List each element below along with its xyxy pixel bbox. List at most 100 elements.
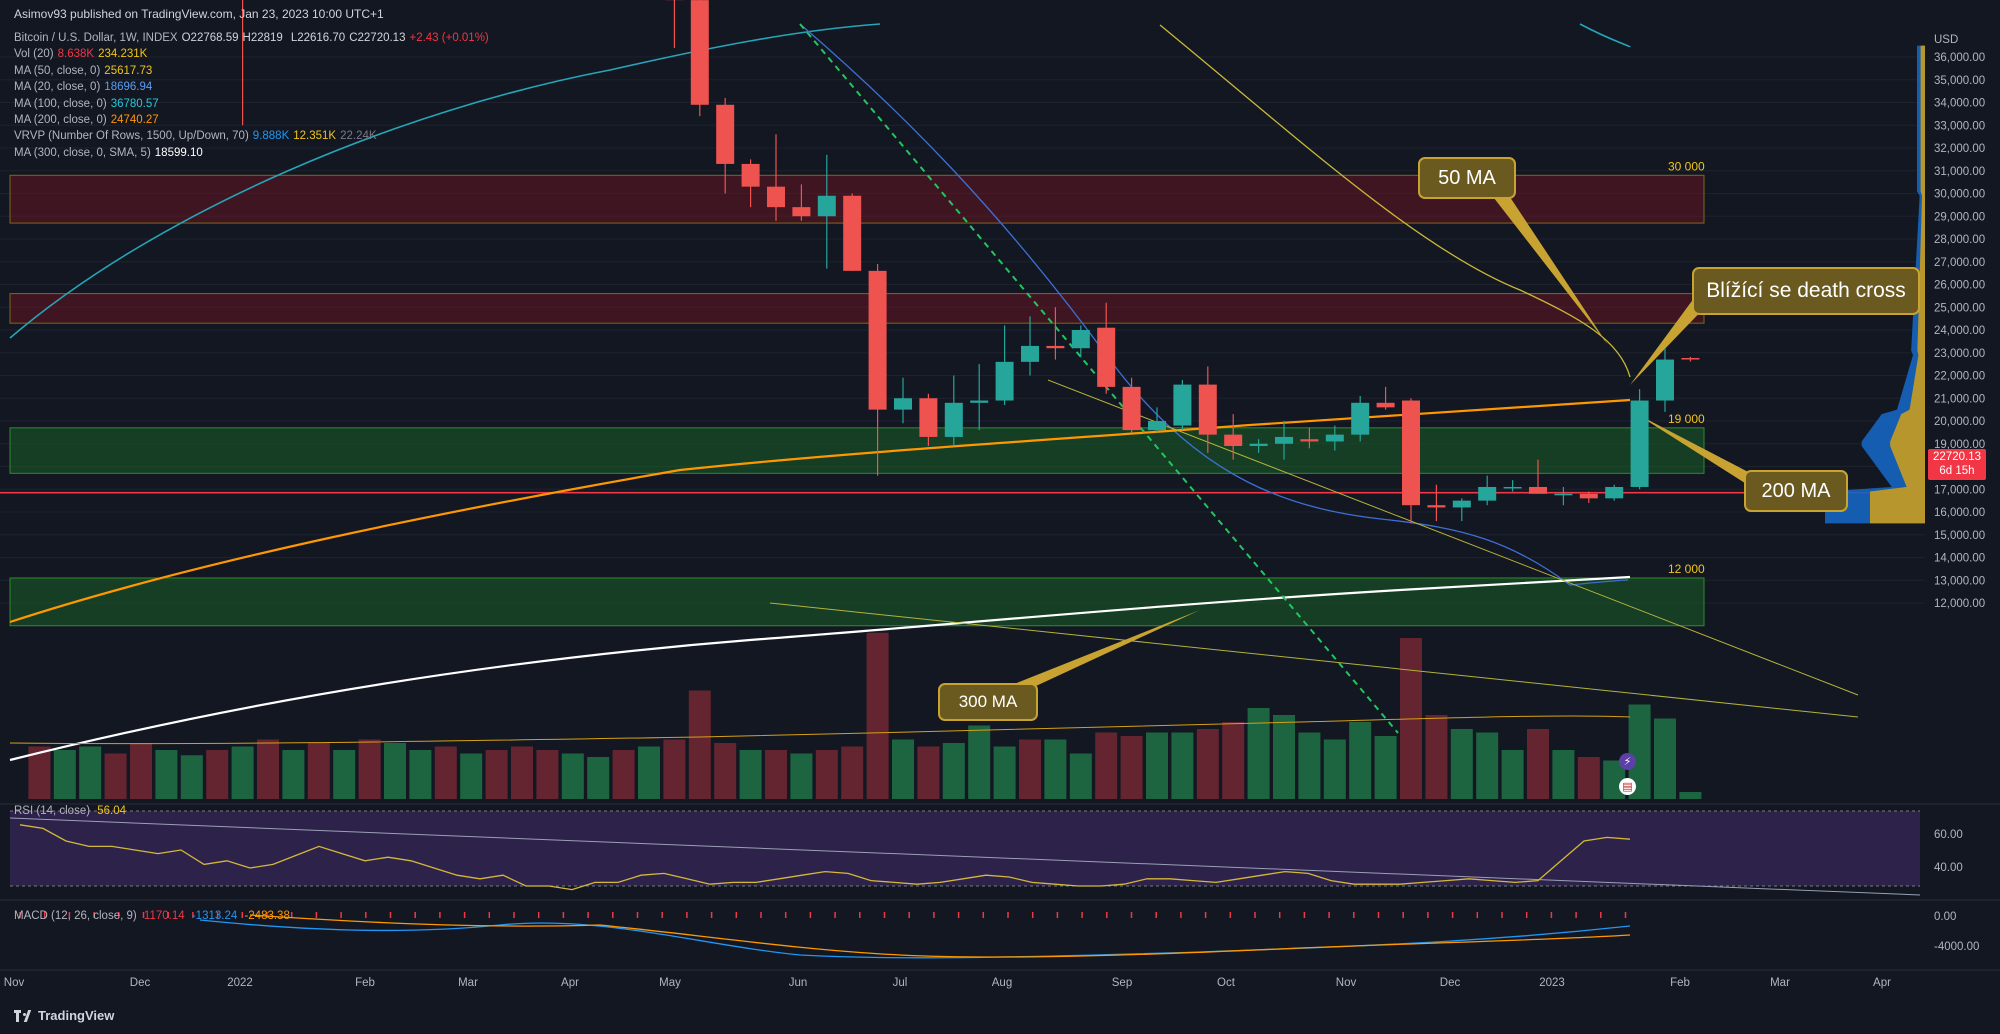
current-price-tag: 22720.13 6d 15h — [1928, 449, 1986, 480]
legend-value: 18599.10 — [155, 147, 203, 159]
macd-signal-value: -2483.38 — [244, 910, 289, 922]
volume-bar — [638, 747, 660, 800]
legend-value: 18696.94 — [104, 81, 152, 93]
volume-bar — [130, 743, 152, 799]
candle-body — [792, 207, 810, 216]
price-tick: 17,000.00 — [1934, 484, 1985, 496]
volume-bar — [105, 754, 127, 800]
legend-value: H22819 — [243, 32, 283, 44]
volume-bar — [1298, 733, 1320, 800]
volume-bar — [1476, 733, 1498, 800]
volume-bar — [435, 747, 457, 800]
legend-value: 12.351K — [293, 130, 336, 142]
time-tick: Nov — [1336, 977, 1357, 989]
volume-bar — [1222, 722, 1244, 799]
candle-body — [1199, 385, 1217, 435]
rsi-label: RSI (14, close) 56.04 — [14, 805, 126, 817]
volume-bars — [28, 633, 1701, 799]
price-tick: 16,000.00 — [1934, 507, 1985, 519]
volume-bar — [740, 750, 762, 799]
volume-bar — [1578, 757, 1600, 799]
volume-bar — [359, 740, 381, 800]
candle-body — [1580, 494, 1598, 499]
volume-bar — [1146, 733, 1168, 800]
time-tick: Jun — [789, 977, 808, 989]
volume-bar — [917, 747, 939, 800]
time-tick: Feb — [355, 977, 375, 989]
time-tick: Apr — [561, 977, 579, 989]
candle-body — [1173, 385, 1191, 426]
candle-body — [996, 362, 1014, 401]
candle-body — [1123, 387, 1141, 430]
legend-value: 25617.73 — [104, 65, 152, 77]
flag-icon[interactable]: ▤ — [1619, 778, 1636, 795]
volume-bar — [181, 755, 203, 799]
candle-body — [1377, 403, 1395, 408]
volume-bar — [384, 743, 406, 799]
volume-bar — [232, 747, 254, 800]
legend-label: MA (300, close, 0, SMA, 5) — [14, 147, 151, 159]
price-tick: 35,000.00 — [1934, 75, 1985, 87]
volume-bar — [460, 754, 482, 800]
legend-row[interactable]: MA (200, close, 0)24740.27 — [14, 112, 493, 128]
legend-value: 8.638K — [58, 48, 94, 60]
legend-label: MA (20, close, 0) — [14, 81, 100, 93]
candle-body — [1250, 444, 1268, 446]
zone-label: 19 000 — [1668, 412, 1705, 426]
callout-death-cross: Blížící se death cross — [1692, 267, 1920, 315]
zone-label: 30 000 — [1668, 159, 1705, 173]
candle-body — [1402, 401, 1420, 506]
legend-value: 24740.27 — [111, 114, 159, 126]
time-tick: 2022 — [227, 977, 253, 989]
time-tick: Dec — [1440, 977, 1461, 989]
price-tick: 23,000.00 — [1934, 348, 1985, 360]
legend-value: 9.888K — [253, 130, 289, 142]
price-tick: 29,000.00 — [1934, 211, 1985, 223]
volume-bar — [1552, 750, 1574, 799]
rsi-band — [10, 811, 1920, 886]
price-tick: 34,000.00 — [1934, 98, 1985, 110]
price-tick: 21,000.00 — [1934, 393, 1985, 405]
volume-bar — [562, 754, 584, 800]
candle-body — [818, 196, 836, 216]
candle-body — [1427, 505, 1445, 507]
volume-bar — [79, 747, 101, 800]
candle-body — [894, 398, 912, 409]
candle-body — [945, 403, 963, 437]
callout-300ma: 300 MA — [938, 683, 1038, 721]
candle-body — [1275, 437, 1293, 444]
candle-body — [1681, 358, 1699, 360]
callout-200ma: 200 MA — [1744, 470, 1848, 512]
price-tick: 25,000.00 — [1934, 302, 1985, 314]
time-tick: Feb — [1670, 977, 1690, 989]
volume-bar — [714, 743, 736, 799]
macd-pane: 0.00-4000.00 — [0, 900, 2000, 958]
legend-row[interactable]: VRVP (Number Of Rows, 1500, Up/Down, 70)… — [14, 128, 493, 144]
time-tick: Sep — [1112, 977, 1132, 989]
legend-row[interactable]: MA (300, close, 0, SMA, 5) 18599.10 — [14, 145, 493, 161]
macd-hist-value: 1170.14 — [144, 910, 185, 922]
candle-body — [919, 398, 937, 437]
candle-body — [1478, 487, 1496, 501]
price-axis: USD12,000.0013,000.0014,000.0015,000.001… — [1926, 0, 2000, 1003]
legend-label: Vol (20) — [14, 48, 54, 60]
candle-body — [691, 0, 709, 105]
price-tick: 31,000.00 — [1934, 166, 1985, 178]
candle-body — [1046, 346, 1064, 348]
time-tick: 2023 — [1539, 977, 1565, 989]
macd-label: MACD (12, 26, close, 9) 1170.14 -1313.24… — [14, 910, 290, 922]
volume-bar — [994, 747, 1016, 800]
candle-body — [1504, 487, 1522, 489]
legend-row[interactable]: MA (50, close, 0)25617.73 — [14, 63, 493, 79]
legend-label: VRVP (Number Of Rows, 1500, Up/Down, 70) — [14, 130, 249, 142]
lightning-icon[interactable]: ⚡ — [1619, 753, 1636, 770]
tradingview-logo[interactable]: TradingView — [14, 1008, 114, 1023]
price-tick: 28,000.00 — [1934, 234, 1985, 246]
legend-row[interactable]: MA (20, close, 0) 18696.94 — [14, 79, 493, 95]
time-tick: Nov — [4, 977, 25, 989]
legend-row[interactable]: MA (100, close, 0)36780.57 — [14, 96, 493, 112]
